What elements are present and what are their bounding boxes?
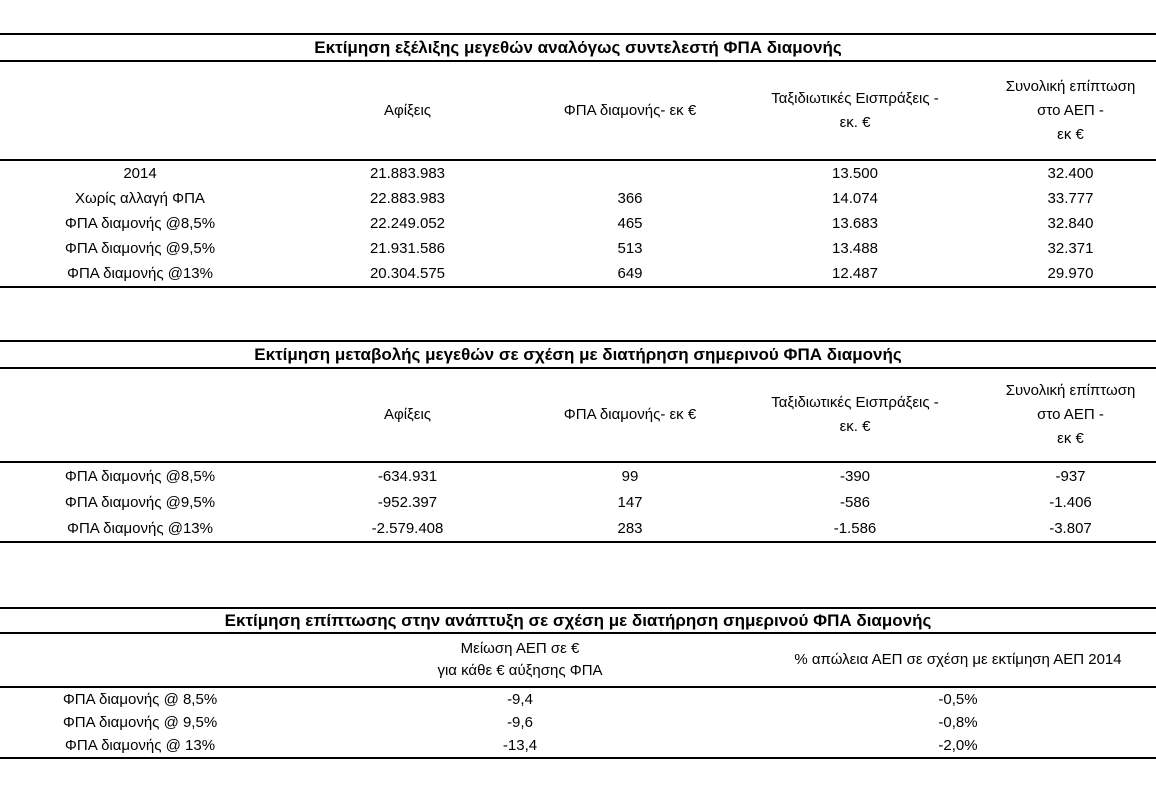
- table-body: ΦΠΑ διαμονής @8,5% -634.931 99 -390 -937…: [0, 463, 1156, 543]
- table-row: ΦΠΑ διαμονής @8,5% -634.931 99 -390 -937: [0, 463, 1156, 489]
- row-label: ΦΠΑ διαμονής @13%: [67, 265, 213, 282]
- header-cell-arrivals: Αφίξεις: [383, 406, 432, 423]
- cell: 513: [617, 240, 643, 257]
- cell: -390: [839, 467, 871, 485]
- cell: 283: [617, 519, 643, 537]
- table-growth-impact: Εκτίμηση επίπτωσης στην ανάπτυξη σε σχέσ…: [0, 607, 1156, 759]
- table-body: 2014 21.883.983 13.500 32.400 Χωρίς αλλα…: [0, 161, 1156, 288]
- table-title: Εκτίμηση επίπτωσης στην ανάπτυξη σε σχέσ…: [0, 607, 1156, 634]
- cell: 32.840: [1047, 215, 1094, 232]
- cell: -952.397: [377, 493, 438, 511]
- table-title: Εκτίμηση εξέλιξης μεγεθών αναλόγως συντε…: [0, 33, 1156, 62]
- table-row: ΦΠΑ διαμονής @8,5% 22.249.052 465 13.683…: [0, 211, 1156, 236]
- cell: 21.931.586: [369, 240, 446, 257]
- cell: -2,0%: [938, 737, 978, 754]
- cell: -1.586: [833, 519, 877, 537]
- cell: 22.249.052: [369, 215, 446, 232]
- cell: 465: [617, 215, 643, 232]
- table-row: ΦΠΑ διαμονής @9,5% 21.931.586 513 13.488…: [0, 236, 1156, 261]
- table-title: Εκτίμηση μεταβολής μεγεθών σε σχέση με δ…: [0, 340, 1156, 369]
- cell: -9,4: [507, 691, 533, 708]
- header-cell-gdp-impact: Συνολική επίπτωση στο ΑΕΠ - εκ €: [1005, 77, 1136, 143]
- table-body: ΦΠΑ διαμονής @ 8,5% -9,4 -0,5% ΦΠΑ διαμο…: [0, 688, 1156, 759]
- row-label: ΦΠΑ διαμονής @ 13%: [64, 737, 216, 754]
- cell: 13.488: [832, 240, 878, 257]
- cell: -937: [1055, 467, 1086, 485]
- table-row: ΦΠΑ διαμονής @ 8,5% -9,4 -0,5%: [0, 688, 1156, 711]
- table-row: Χωρίς αλλαγή ΦΠΑ 22.883.983 366 14.074 3…: [0, 186, 1156, 211]
- table-vat-change: Εκτίμηση μεταβολής μεγεθών σε σχέση με δ…: [0, 340, 1156, 543]
- cell: 147: [617, 493, 643, 511]
- header-cell-vat: ΦΠΑ διαμονής- εκ €: [563, 406, 697, 423]
- table-row: ΦΠΑ διαμονής @ 13% -13,4 -2,0%: [0, 734, 1156, 757]
- cell: 29.970: [1047, 265, 1094, 282]
- cell: 12.487: [832, 265, 878, 282]
- cell: -9,6: [507, 714, 533, 731]
- cell: 366: [617, 190, 643, 207]
- row-label: ΦΠΑ διαμονής @ 8,5%: [62, 691, 218, 708]
- row-label: 2014: [123, 165, 157, 182]
- cell: 14.074: [832, 190, 878, 207]
- header-cell-vat: ΦΠΑ διαμονής- εκ €: [563, 101, 697, 119]
- row-label: ΦΠΑ διαμονής @9,5%: [64, 240, 216, 257]
- cell: -2.579.408: [371, 519, 444, 537]
- row-label: ΦΠΑ διαμονής @8,5%: [64, 467, 216, 485]
- cell: -13,4: [502, 737, 538, 754]
- header-cell-arrivals: Αφίξεις: [383, 101, 432, 119]
- cell: -0,5%: [938, 691, 978, 708]
- header-cell-gdp-impact: Συνολική επίπτωση στο ΑΕΠ - εκ €: [1005, 382, 1136, 447]
- header-cell-gdp-loss-pct: % απώλεια ΑΕΠ σε σχέση με εκτίμηση ΑΕΠ 2…: [794, 651, 1122, 668]
- row-label: ΦΠΑ διαμονής @13%: [67, 519, 213, 537]
- cell: 21.883.983: [369, 165, 446, 182]
- cell: 649: [617, 265, 643, 282]
- row-label: ΦΠΑ διαμονής @ 9,5%: [62, 714, 218, 731]
- table-row: ΦΠΑ διαμονής @13% 20.304.575 649 12.487 …: [0, 261, 1156, 286]
- row-label: Χωρίς αλλαγή ΦΠΑ: [75, 190, 205, 207]
- table-header-row: Αφίξεις ΦΠΑ διαμονής- εκ € Ταξιδιωτικές …: [0, 62, 1156, 161]
- cell: 22.883.983: [369, 190, 446, 207]
- cell: -586: [839, 493, 871, 511]
- cell: 13.500: [832, 165, 878, 182]
- cell: 33.777: [1047, 190, 1094, 207]
- cell: 99: [621, 467, 639, 485]
- table-row: ΦΠΑ διαμονής @13% -2.579.408 283 -1.586 …: [0, 515, 1156, 541]
- cell: 20.304.575: [369, 265, 446, 282]
- cell: -1.406: [1049, 493, 1092, 511]
- table-vat-evolution: Εκτίμηση εξέλιξης μεγεθών αναλόγως συντε…: [0, 33, 1156, 288]
- row-label: ΦΠΑ διαμονής @8,5%: [64, 215, 216, 232]
- header-cell-gdp-reduction: Μείωση ΑΕΠ σε € για κάθε € αύξησης ΦΠΑ: [437, 640, 603, 679]
- table-row: ΦΠΑ διαμονής @ 9,5% -9,6 -0,8%: [0, 711, 1156, 734]
- header-cell-receipts: Ταξιδιωτικές Εισπράξεις - εκ. €: [771, 89, 939, 131]
- table-header-row: Αφίξεις ΦΠΑ διαμονής- εκ € Ταξιδιωτικές …: [0, 369, 1156, 463]
- header-cell-receipts: Ταξιδιωτικές Εισπράξεις - εκ. €: [771, 394, 939, 435]
- cell: -3.807: [1049, 519, 1092, 537]
- table-row: 2014 21.883.983 13.500 32.400: [0, 161, 1156, 186]
- table-row: ΦΠΑ διαμονής @9,5% -952.397 147 -586 -1.…: [0, 489, 1156, 515]
- table-header-row: Μείωση ΑΕΠ σε € για κάθε € αύξησης ΦΠΑ %…: [0, 634, 1156, 688]
- row-label: ΦΠΑ διαμονής @9,5%: [64, 493, 216, 511]
- cell: 13.683: [832, 215, 878, 232]
- cell: -634.931: [377, 467, 438, 485]
- cell: 32.371: [1047, 240, 1094, 257]
- cell: -0,8%: [938, 714, 978, 731]
- cell: 32.400: [1047, 165, 1094, 182]
